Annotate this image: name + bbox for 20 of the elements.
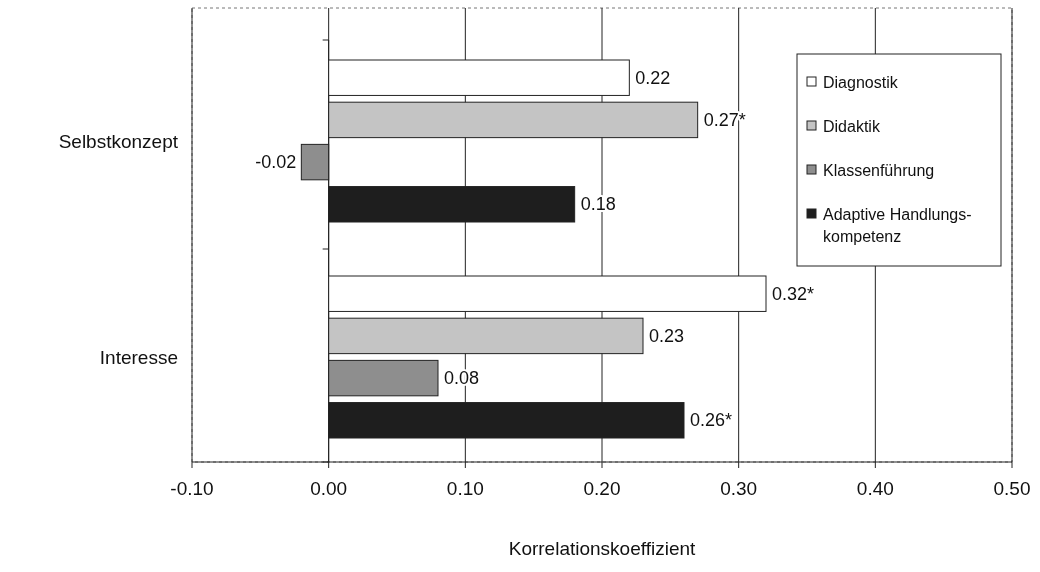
x-tick-label: 0.20 bbox=[583, 478, 621, 499]
legend-label: Adaptive Handlungs- kompetenz bbox=[823, 205, 972, 245]
data-label: -0.02 bbox=[255, 152, 297, 173]
data-label: 0.18 bbox=[580, 194, 616, 215]
y-tick-label: Interesse bbox=[99, 346, 178, 368]
x-tick-label: 0.50 bbox=[993, 478, 1031, 499]
data-label: 0.32* bbox=[772, 283, 815, 304]
x-tick-label: 0.00 bbox=[310, 478, 348, 499]
legend-label: Klassenführung bbox=[823, 161, 935, 179]
data-label: 0.22 bbox=[635, 67, 671, 88]
x-axis-title: Korrelationskoeffizient bbox=[508, 538, 697, 559]
x-tick-label: 0.40 bbox=[856, 478, 894, 499]
y-tick-label: Selbstkonzept bbox=[58, 130, 179, 152]
data-label: 0.23 bbox=[649, 325, 685, 346]
x-tick-label: 0.30 bbox=[720, 478, 758, 499]
data-label: 0.26* bbox=[690, 410, 733, 431]
x-tick-label: 0.10 bbox=[446, 478, 484, 499]
legend-label: Didaktik bbox=[823, 117, 881, 135]
legend-label: Diagnostik bbox=[823, 73, 899, 91]
x-tick-label: -0.10 bbox=[170, 478, 214, 499]
